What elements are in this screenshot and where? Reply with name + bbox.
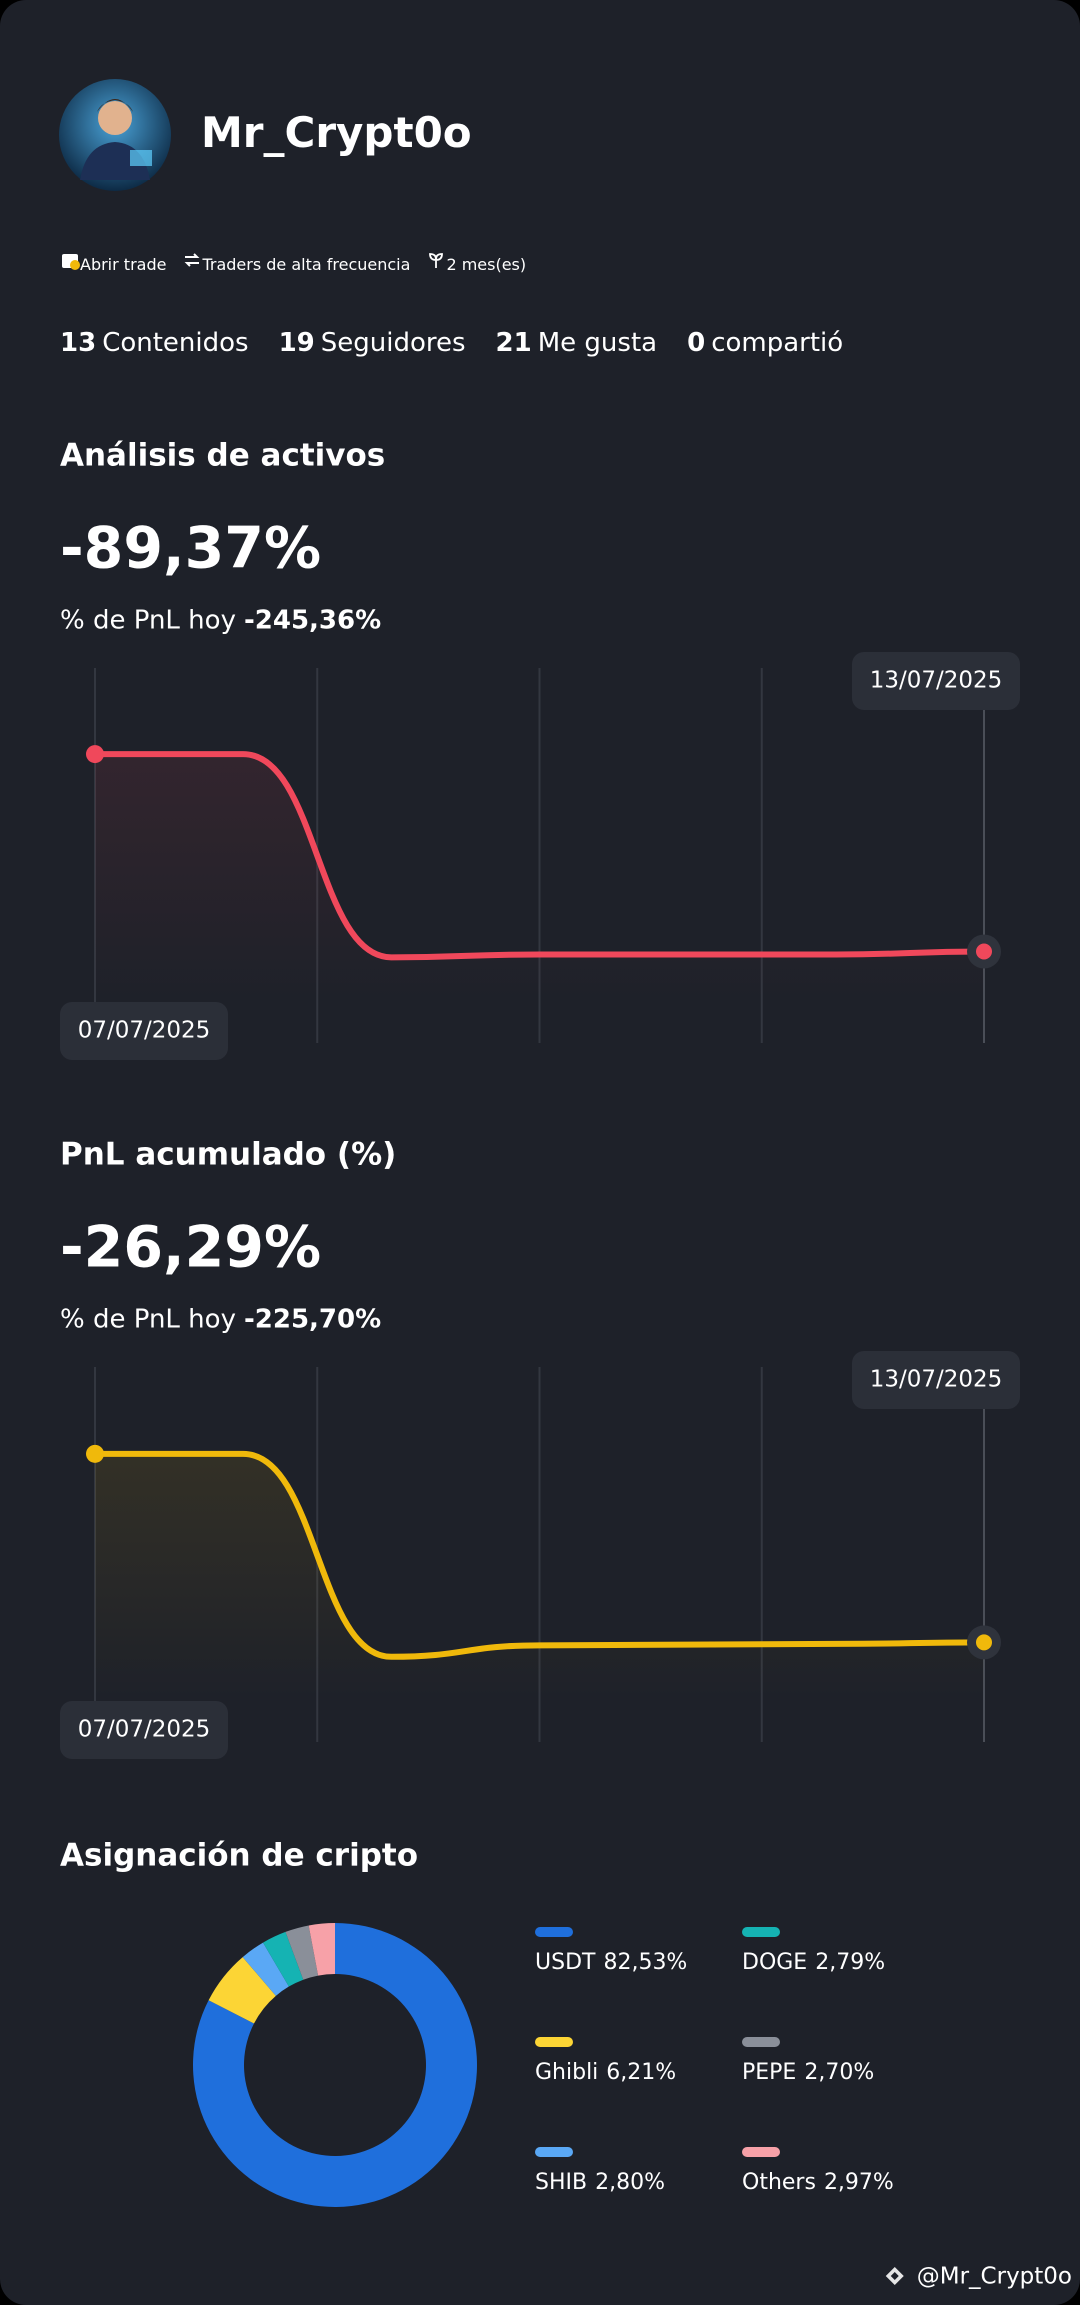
section-title: Análisis de activos — [60, 438, 385, 474]
date-box — [60, 1701, 228, 1759]
stat-label: Contenidos — [102, 328, 249, 358]
legend-swatch — [535, 1927, 573, 1937]
legend-name: DOGE — [742, 1950, 807, 1975]
start-dot — [86, 1444, 104, 1463]
legend-value: 2,79% — [815, 1950, 885, 1975]
legend-name: USDT — [535, 1950, 596, 1975]
end-date: 13/07/2025 — [870, 668, 1003, 694]
subtitle-label: % de PnL hoy — [60, 1305, 236, 1335]
end-date: 13/07/2025 — [870, 1367, 1003, 1393]
donut-segment — [208, 1957, 276, 2024]
tag: Abrir trade — [60, 250, 166, 274]
headline-value: -89,37% — [60, 516, 321, 582]
end-dot — [976, 943, 992, 960]
legend-value: 2,70% — [804, 2060, 874, 2085]
donut-segment — [308, 1923, 335, 1976]
line-area — [95, 754, 984, 1000]
section-title: Asignación de cripto — [60, 1838, 418, 1874]
legend-value: 2,97% — [824, 2170, 894, 2195]
stat: 0 compartió — [687, 328, 843, 358]
tag-label: 2 mes(es) — [446, 255, 527, 274]
stat-value: 13 — [60, 328, 97, 358]
legend-swatch — [742, 2037, 780, 2047]
legend-value: 2,80% — [595, 2170, 665, 2195]
legend-name: Ghibli — [535, 2060, 598, 2085]
headline-value: -26,29% — [60, 1215, 321, 1281]
tag-label: Abrir trade — [80, 255, 167, 274]
subtitle-value: -225,70% — [244, 1305, 381, 1335]
stat-label: Seguidores — [320, 328, 466, 358]
legend-swatch — [535, 2037, 573, 2047]
legend-swatch — [535, 2147, 573, 2157]
stats: 13 Contenidos 19 Seguidores 21 Me gusta 0 compa… — [60, 328, 843, 358]
tag-icon — [62, 254, 80, 270]
date-box — [60, 1002, 228, 1060]
stat-value: 21 — [495, 328, 532, 358]
tag-icon — [429, 253, 444, 268]
donut-segment — [285, 1925, 319, 1980]
legend-value: 82,53% — [603, 1950, 687, 1975]
legend-value: 6,21% — [606, 2060, 676, 2085]
tag: Traders de alta frecuencia — [182, 250, 410, 274]
stat-value: 0 — [687, 328, 706, 358]
line — [95, 751, 985, 961]
subtitle-label: % de PnL hoy — [60, 606, 236, 636]
legend-name: PEPE — [742, 2060, 796, 2085]
stat-value: 19 — [278, 328, 315, 358]
tag-icon — [185, 253, 200, 267]
donut-segment — [263, 1931, 304, 1987]
date-box — [852, 1351, 1020, 1409]
stat: 21 Me gusta — [496, 328, 658, 358]
line — [95, 1450, 985, 1660]
end-dot — [976, 1634, 992, 1651]
legend-swatch — [742, 2147, 780, 2157]
footer-logo — [885, 2267, 904, 2285]
legend-swatch — [742, 1927, 780, 1937]
section-title: PnL acumulado (%) — [60, 1137, 396, 1173]
tag-label: Traders de alta frecuencia — [202, 255, 411, 274]
username: Mr_Crypt0o — [201, 108, 472, 157]
start-dot — [86, 745, 104, 764]
donut-segment — [242, 1942, 289, 1996]
stat: 13 Contenidos — [60, 328, 249, 358]
tags: Abrir trade Traders de alta frecuencia 2 m… — [60, 250, 526, 274]
stat: 19 Seguidores — [279, 328, 466, 358]
legend-name: Others — [742, 2170, 816, 2195]
subtitle-value: -245,36% — [244, 606, 381, 636]
start-date: 07/07/2025 — [78, 1018, 211, 1044]
avatar — [59, 79, 171, 191]
legend-name: SHIB — [535, 2170, 587, 2195]
line-area — [95, 1453, 984, 1699]
date-box — [852, 652, 1020, 710]
stat-label: compartió — [711, 328, 844, 358]
donut-segment — [192, 1923, 477, 2208]
stat-label: Me gusta — [537, 328, 658, 358]
footer-handle: @Mr_Crypt0o — [917, 2264, 1072, 2290]
start-date: 07/07/2025 — [78, 1717, 211, 1743]
tag: 2 mes(es) — [426, 250, 526, 274]
